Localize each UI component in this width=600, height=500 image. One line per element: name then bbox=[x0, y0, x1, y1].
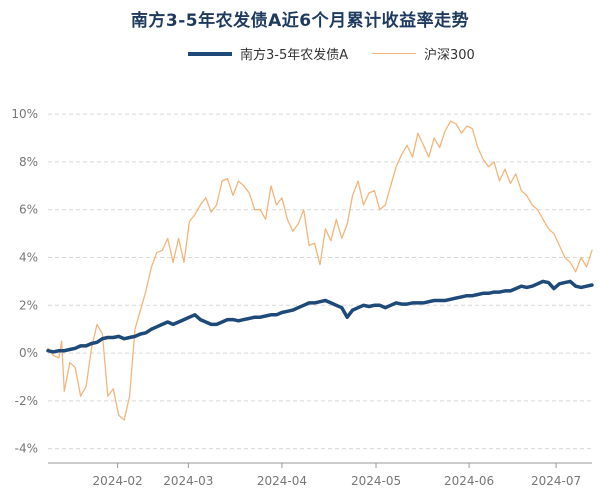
y-tick-label-4: 2% bbox=[19, 298, 38, 312]
chart-title: 南方3-5年农发债A近6个月累计收益率走势 bbox=[130, 11, 470, 31]
legend-label-fund: 南方3-5年农发债A bbox=[240, 48, 349, 63]
legend-swatch-index bbox=[372, 53, 416, 54]
y-tick-label-0: 10% bbox=[11, 107, 38, 121]
legend-item-index[interactable]: 沪深300 bbox=[372, 44, 475, 63]
y-tick-label-2: 6% bbox=[19, 203, 38, 217]
legend: 南方3-5年农发债A 沪深300 bbox=[0, 44, 600, 64]
y-tick-label-7: -4% bbox=[15, 442, 38, 456]
x-tick-label-4: 2024-06 bbox=[444, 474, 494, 488]
y-tick-label-6: -2% bbox=[15, 394, 38, 408]
legend-item-fund[interactable]: 南方3-5年农发债A bbox=[188, 44, 348, 63]
x-tick-label-5: 2024-07 bbox=[531, 474, 581, 488]
x-tick-label-2: 2024-04 bbox=[257, 474, 307, 488]
series-line-fund bbox=[46, 279, 594, 354]
series-lines bbox=[46, 120, 594, 421]
x-tick-label-1: 2024-03 bbox=[163, 474, 213, 488]
axes bbox=[48, 462, 592, 468]
legend-label-index: 沪深300 bbox=[424, 48, 475, 63]
legend-swatch-fund bbox=[188, 51, 232, 56]
tick-labels: 10% 8% 6% 4% 2% 0% -2% -4% 2024-02 2024-03 2024-04… bbox=[11, 107, 581, 488]
y-tick-label-1: 8% bbox=[19, 155, 38, 169]
x-tick-label-3: 2024-05 bbox=[351, 474, 401, 488]
x-tick-label-0: 2024-02 bbox=[93, 474, 143, 488]
y-tick-label-5: 0% bbox=[19, 346, 38, 360]
y-tick-label-3: 4% bbox=[19, 250, 38, 264]
series-line-index bbox=[47, 120, 593, 421]
